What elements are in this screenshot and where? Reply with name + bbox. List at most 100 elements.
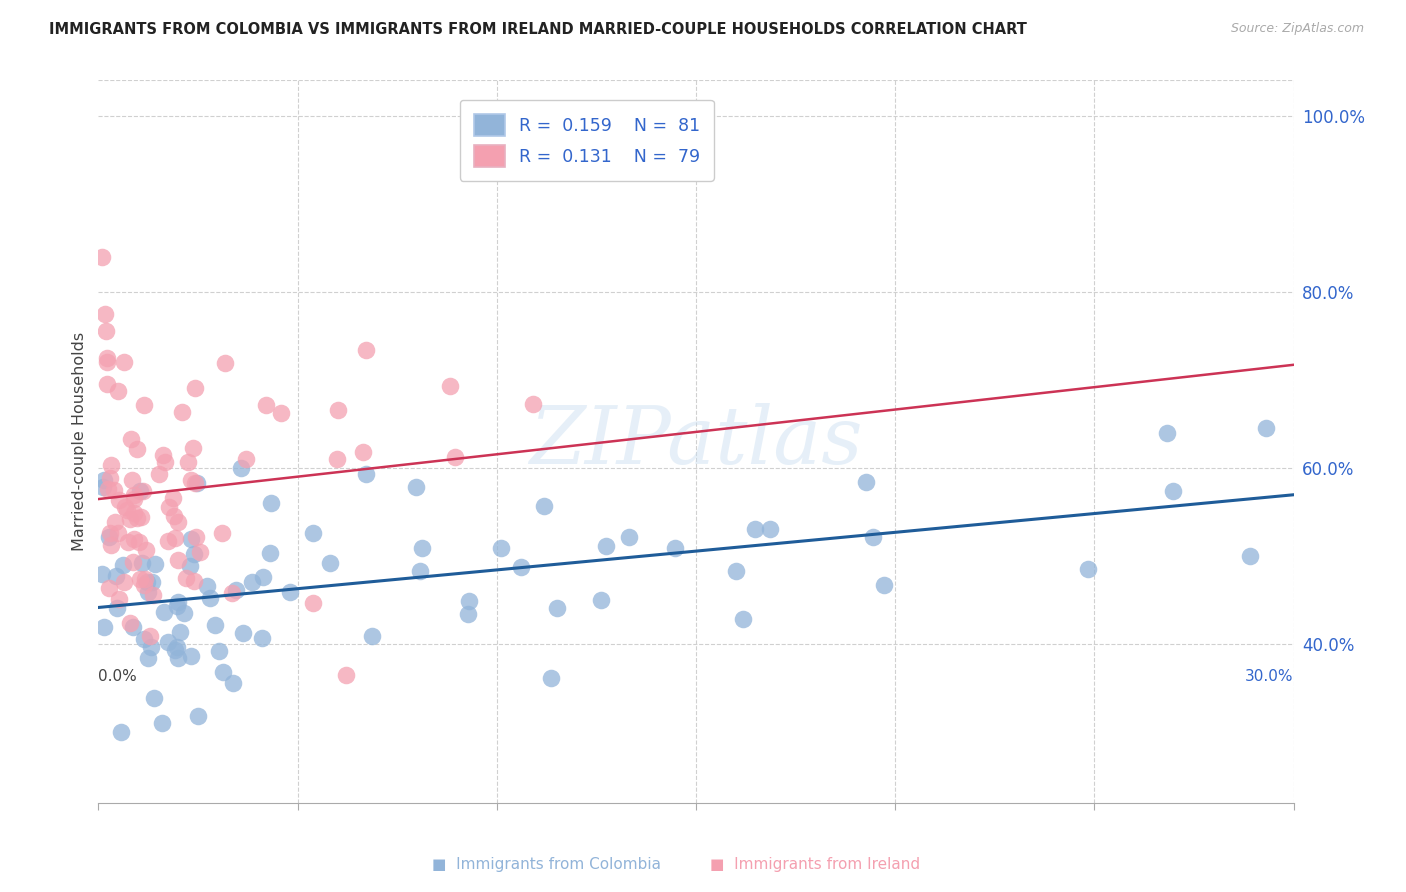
- Point: [252, 570, 274, 584]
- Point: [93, 620, 115, 634]
- Point: [188, 545, 211, 559]
- Point: [124, 492, 146, 507]
- Point: [136, 650, 159, 665]
- Point: [184, 381, 207, 395]
- Point: [132, 578, 155, 592]
- Point: [221, 586, 243, 600]
- Point: [163, 532, 186, 546]
- Point: [145, 557, 167, 571]
- Point: [132, 398, 155, 412]
- Point: [91, 250, 114, 264]
- Y-axis label: Married-couple Households: Married-couple Households: [72, 332, 87, 551]
- Point: [93, 473, 115, 487]
- Point: [166, 640, 188, 655]
- Point: [128, 483, 150, 498]
- Point: [148, 467, 170, 481]
- Point: [122, 488, 145, 502]
- Point: [112, 574, 135, 589]
- Point: [103, 483, 125, 498]
- Point: [142, 588, 165, 602]
- Point: [112, 354, 135, 368]
- Point: [183, 574, 205, 589]
- Point: [122, 506, 145, 520]
- Point: [150, 715, 173, 730]
- Point: [176, 455, 198, 469]
- Point: [166, 595, 188, 609]
- Point: [166, 515, 188, 529]
- Point: [411, 541, 433, 555]
- Point: [489, 541, 512, 556]
- Point: [121, 620, 143, 634]
- Point: [104, 569, 127, 583]
- Point: [111, 558, 134, 573]
- Point: [326, 403, 349, 417]
- Point: [142, 691, 165, 706]
- Point: [157, 500, 180, 514]
- Point: [107, 493, 129, 508]
- Point: [439, 379, 461, 393]
- Point: [184, 530, 207, 544]
- Point: [211, 525, 233, 540]
- Point: [135, 543, 157, 558]
- Point: [167, 553, 190, 567]
- Point: [157, 635, 180, 649]
- Point: [97, 482, 120, 496]
- Point: [132, 483, 155, 498]
- Point: [232, 625, 254, 640]
- Point: [180, 532, 202, 546]
- Point: [862, 530, 884, 544]
- Point: [183, 547, 205, 561]
- Point: [759, 522, 782, 536]
- Point: [163, 643, 186, 657]
- Point: [352, 445, 374, 459]
- Point: [302, 526, 325, 541]
- Point: [121, 555, 143, 569]
- Point: [136, 575, 159, 590]
- Point: [91, 566, 114, 581]
- Point: [115, 502, 138, 516]
- Point: [250, 632, 273, 646]
- Point: [153, 455, 176, 469]
- Point: [302, 596, 325, 610]
- Point: [120, 432, 142, 446]
- Point: [235, 451, 257, 466]
- Point: [873, 578, 896, 592]
- Point: [212, 665, 235, 680]
- Point: [105, 601, 128, 615]
- Point: [166, 599, 188, 613]
- Point: [1239, 549, 1261, 563]
- Point: [595, 539, 617, 553]
- Point: [98, 525, 121, 540]
- Point: [172, 405, 194, 419]
- Point: [152, 448, 174, 462]
- Point: [96, 351, 118, 365]
- Point: [153, 605, 176, 619]
- Point: [163, 508, 186, 523]
- Text: 0.0%: 0.0%: [98, 669, 138, 684]
- Point: [134, 572, 156, 586]
- Point: [98, 471, 121, 485]
- Point: [121, 473, 143, 487]
- Point: [122, 533, 145, 547]
- Point: [169, 624, 191, 639]
- Point: [270, 406, 292, 420]
- Point: [229, 460, 252, 475]
- Point: [259, 546, 281, 560]
- Point: [325, 451, 347, 466]
- Point: [546, 601, 568, 615]
- Point: [162, 491, 184, 505]
- Point: [457, 607, 479, 622]
- Point: [110, 725, 132, 739]
- Point: [354, 343, 377, 357]
- Point: [254, 398, 277, 412]
- Point: [96, 377, 118, 392]
- Point: [139, 640, 162, 655]
- Point: [731, 612, 754, 626]
- Point: [1077, 562, 1099, 576]
- Point: [181, 441, 204, 455]
- Text: ZIPatlas: ZIPatlas: [529, 403, 863, 480]
- Point: [138, 629, 160, 643]
- Point: [409, 564, 432, 578]
- Point: [335, 668, 357, 682]
- Point: [214, 356, 236, 370]
